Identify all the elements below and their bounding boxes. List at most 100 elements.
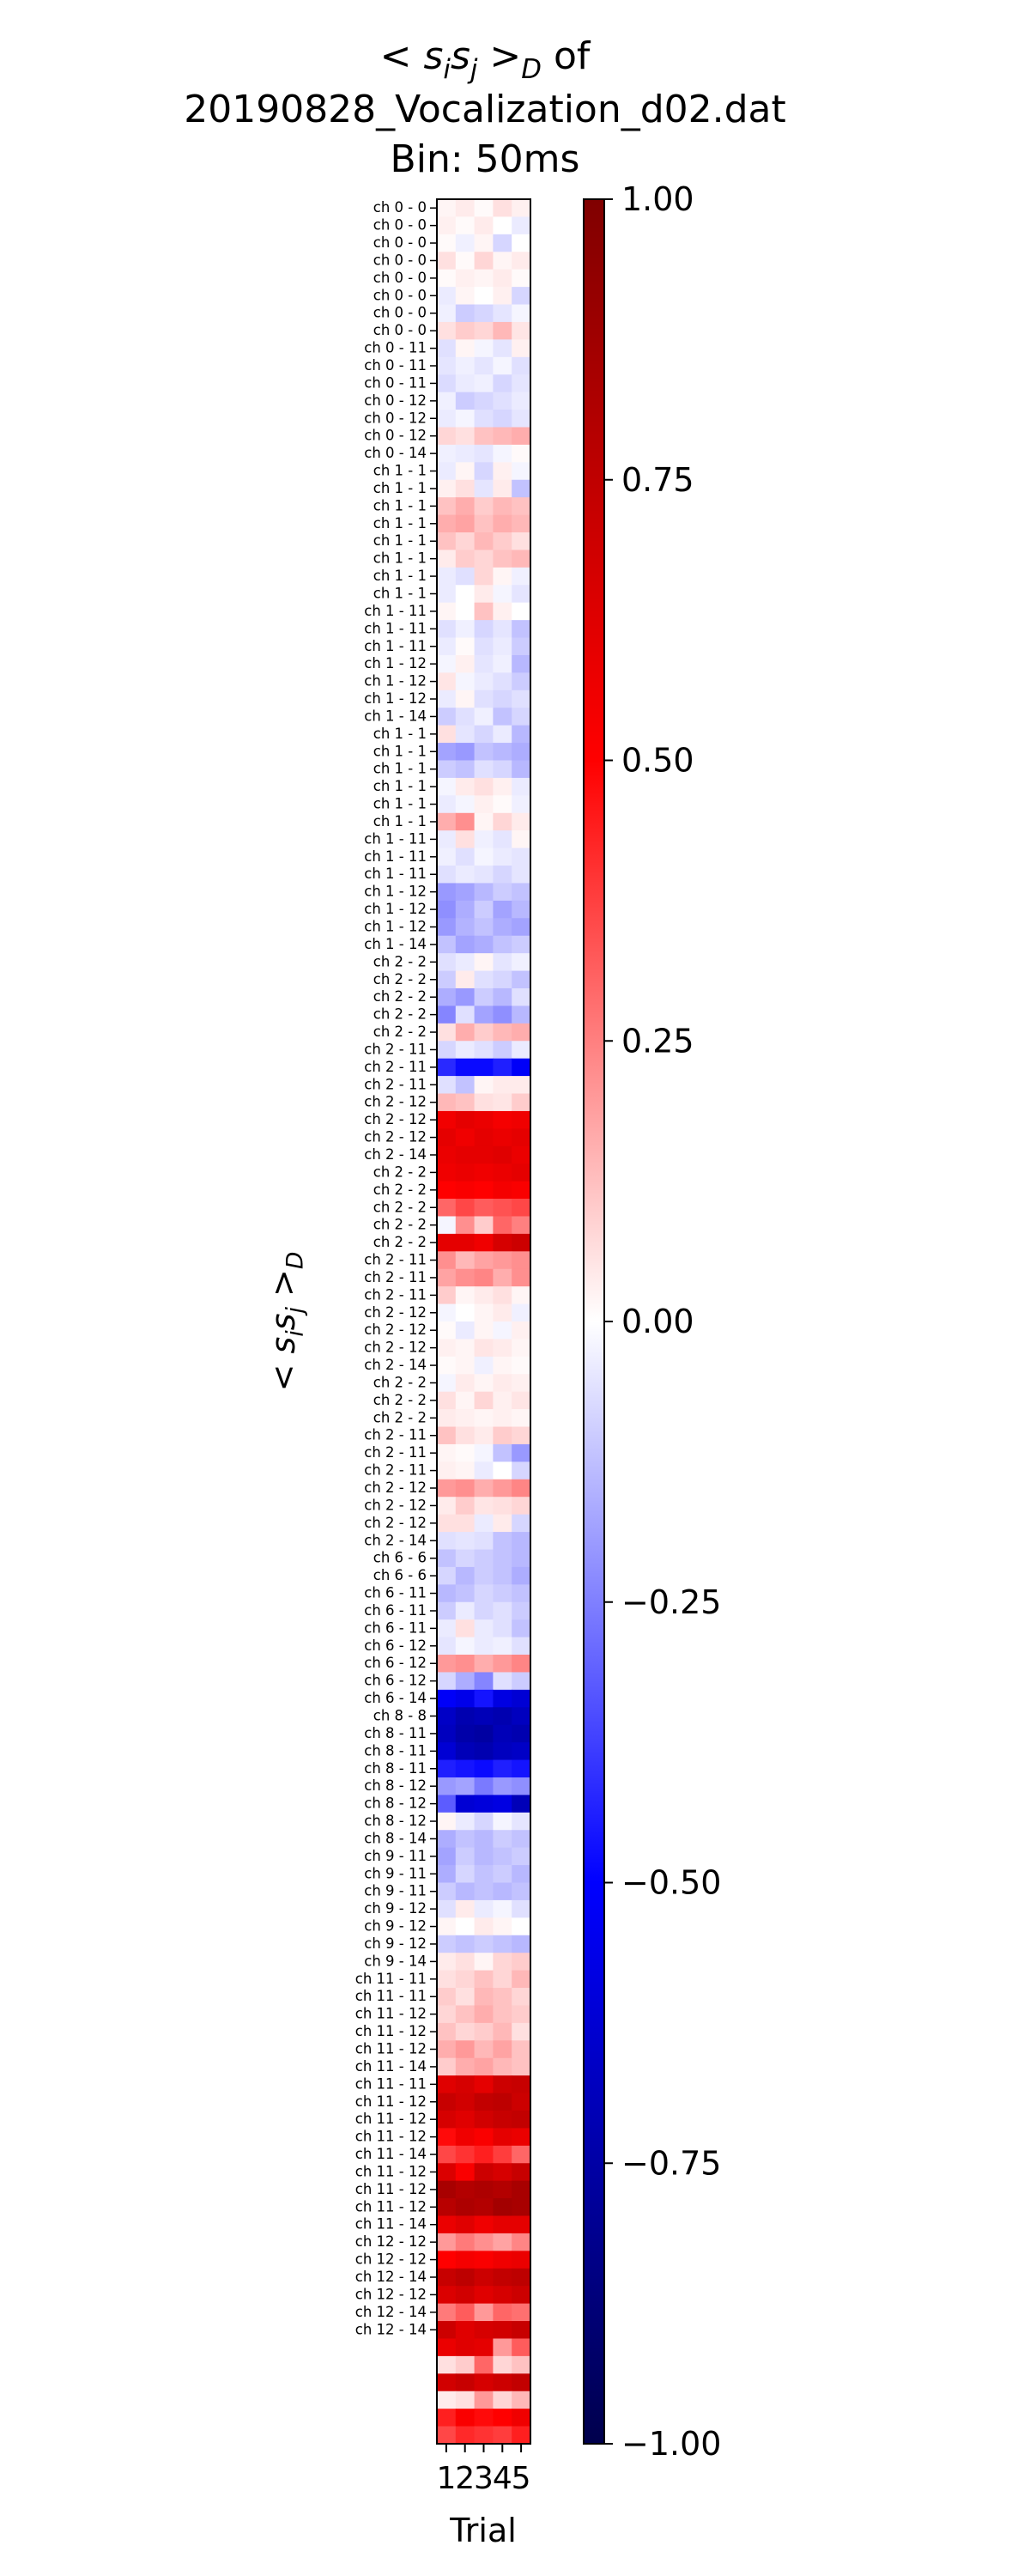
y-tick-label: ch 2 - 14 (364, 1532, 427, 1548)
heatmap-cell (437, 1443, 457, 1462)
heatmap-cell (474, 497, 494, 516)
heatmap-cell (493, 1655, 512, 1674)
heatmap-cell (474, 1041, 494, 1060)
heatmap-cell (455, 1251, 476, 1270)
heatmap-cell (455, 1356, 476, 1375)
heatmap-cell (455, 1391, 476, 1410)
heatmap-cell (455, 1759, 476, 1778)
heatmap-cell (455, 252, 476, 270)
heatmap-cell (455, 743, 476, 762)
heatmap-cell (474, 1988, 494, 2007)
heatmap-cell (437, 2005, 457, 2024)
heatmap-cell (512, 1110, 531, 1129)
heatmap-cell (493, 2145, 512, 2164)
y-tick-label: ch 2 - 2 (373, 953, 427, 969)
heatmap-cell (437, 1795, 457, 1814)
heatmap-cell (474, 304, 494, 323)
heatmap-cell (493, 2057, 512, 2076)
heatmap-cell (437, 1917, 457, 1936)
heatmap-cell (455, 2251, 476, 2269)
heatmap-cell (493, 410, 512, 428)
heatmap-cell (474, 2040, 494, 2059)
y-tick-label: ch 1 - 1 (373, 778, 427, 794)
colorbar (583, 198, 605, 2445)
heatmap-cell (455, 2233, 476, 2251)
y-tick-label: ch 12 - 14 (355, 2269, 427, 2285)
heatmap-cell (437, 830, 457, 849)
heatmap-cell (437, 1953, 457, 1971)
heatmap-cell (474, 1110, 494, 1129)
heatmap-cell (512, 1023, 531, 1042)
heatmap-cell (493, 2040, 512, 2059)
y-tick-label: ch 2 - 11 (364, 1252, 427, 1268)
heatmap-cell (512, 1145, 531, 1164)
y-tick-label: ch 1 - 11 (364, 620, 427, 636)
heatmap-cell (493, 2022, 512, 2041)
heatmap-cell (512, 1443, 531, 1462)
heatmap-cell (437, 427, 457, 446)
heatmap-cell (437, 1899, 457, 1918)
heatmap-cell (455, 1514, 476, 1533)
x-tick-label: 4 (493, 2461, 512, 2496)
heatmap-cell (493, 287, 512, 306)
heatmap-cell (474, 532, 494, 551)
heatmap-cell (512, 1479, 531, 1498)
heatmap-cell (437, 2215, 457, 2234)
heatmap-cell (455, 900, 476, 919)
heatmap-cell (474, 252, 494, 270)
heatmap-cell (455, 1286, 476, 1305)
heatmap-cell (455, 1163, 476, 1182)
heatmap-cell (512, 2128, 531, 2147)
heatmap-cell (474, 1777, 494, 1795)
heatmap-cell (455, 672, 476, 691)
heatmap-cell (493, 1268, 512, 1287)
heatmap-cell (437, 1181, 457, 1200)
heatmap-cell (512, 1005, 531, 1024)
heatmap-cell (493, 2215, 512, 2234)
heatmap-cell (512, 567, 531, 586)
y-tick-label: ch 9 - 12 (364, 1918, 427, 1935)
heatmap-cell (493, 1689, 512, 1708)
heatmap-cell (493, 1953, 512, 1971)
heatmap-cell (455, 2057, 476, 2076)
heatmap-cell (493, 866, 512, 884)
y-tick-label: ch 6 - 14 (364, 1690, 427, 1706)
heatmap-cell (437, 725, 457, 744)
heatmap-cell (512, 2075, 531, 2094)
heatmap-cell (493, 848, 512, 866)
heatmap-cell (455, 1637, 476, 1656)
heatmap-cell (437, 1461, 457, 1480)
heatmap-cell (437, 620, 457, 639)
heatmap-cell (493, 2426, 512, 2445)
heatmap-cell (455, 970, 476, 989)
heatmap-cell (493, 918, 512, 937)
heatmap-cell (437, 795, 457, 814)
heatmap-cell (455, 2180, 476, 2199)
heatmap-cell (493, 1339, 512, 1358)
y-tick-label: ch 11 - 12 (355, 2006, 427, 2022)
heatmap-cell (437, 410, 457, 428)
heatmap-cell (437, 987, 457, 1006)
heatmap-cell (437, 2145, 457, 2164)
heatmap-cell (512, 672, 531, 691)
heatmap-cell (455, 1443, 476, 1462)
heatmap-cell (455, 287, 476, 306)
heatmap-cell (512, 2286, 531, 2305)
heatmap-cell (493, 1865, 512, 1884)
heatmap-cell (437, 1566, 457, 1585)
y-tick-label: ch 1 - 1 (373, 515, 427, 532)
heatmap-cell (437, 1251, 457, 1270)
heatmap-cell (455, 935, 476, 954)
heatmap-cell (474, 1655, 494, 1674)
heatmap-cell (437, 1865, 457, 1884)
heatmap-cell (437, 1374, 457, 1393)
y-tick-label: ch 2 - 2 (373, 1024, 427, 1040)
heatmap-cell (437, 1935, 457, 1953)
y-tick-label: ch 1 - 1 (373, 568, 427, 584)
heatmap-cell (493, 1917, 512, 1936)
heatmap-cell (512, 1549, 531, 1568)
heatmap-cell (512, 1356, 531, 1375)
heatmap-cell (474, 1005, 494, 1024)
heatmap-cell (474, 462, 494, 481)
